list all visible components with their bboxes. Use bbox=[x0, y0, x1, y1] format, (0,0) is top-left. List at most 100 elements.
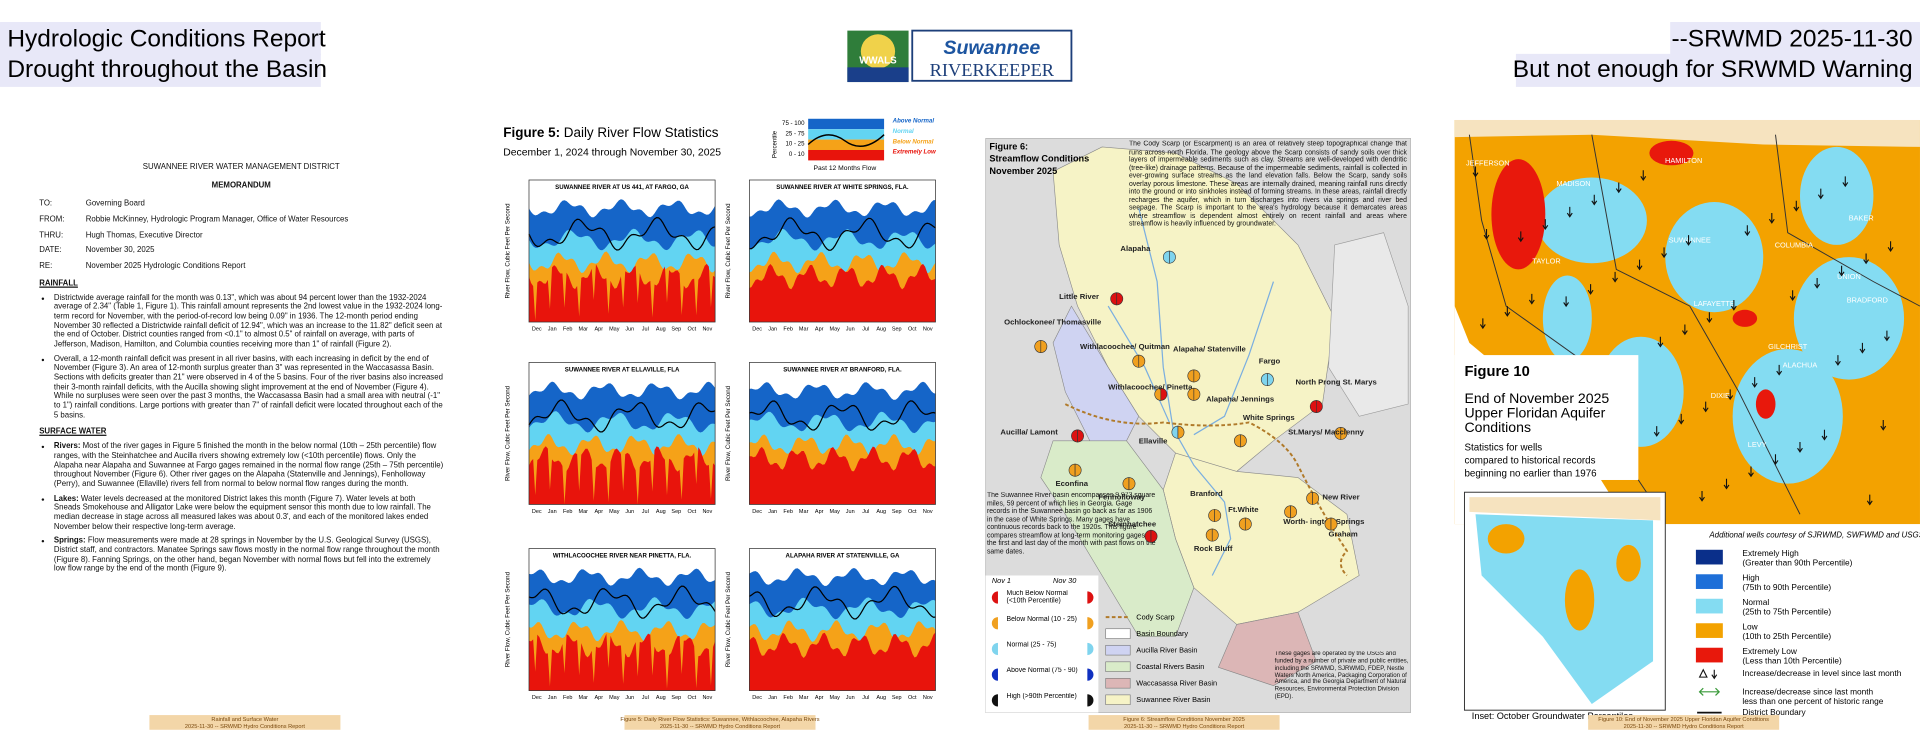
legend-area: Coastal Rivers Basin bbox=[1136, 662, 1204, 671]
level-arrow bbox=[1797, 442, 1803, 453]
field-label: RE: bbox=[39, 262, 53, 271]
legend-area: Cody Scarp bbox=[1136, 613, 1174, 622]
figure-10-stats: beginning no earlier than 1976 bbox=[1464, 468, 1597, 479]
figure-10: Figure 10 Additional wells courtesy of S… bbox=[1454, 119, 1920, 721]
site-marker bbox=[1034, 340, 1042, 353]
legend-text: Extremely Low bbox=[1742, 646, 1798, 656]
month-label: Jan bbox=[548, 327, 557, 333]
site-marker bbox=[1162, 250, 1170, 264]
level-arrow bbox=[1789, 290, 1796, 301]
month-label: Mar bbox=[799, 509, 809, 515]
level-arrow bbox=[1814, 277, 1821, 289]
symbol-text: less than one percent of historic range bbox=[1742, 696, 1883, 706]
flow-band bbox=[749, 632, 936, 691]
month-label: May bbox=[830, 695, 841, 701]
month-label: May bbox=[830, 509, 841, 515]
legend-area: Waccasassa River Basin bbox=[1136, 679, 1217, 688]
legend-class: Above Normal (75 - 90) bbox=[1006, 667, 1078, 675]
legend-text: Extremely High bbox=[1742, 548, 1799, 558]
month-label: Sep bbox=[671, 327, 681, 333]
chart-title: WITHLACOOCHEE RIVER NEAR PINETTA, FLA. bbox=[553, 553, 692, 560]
site-label: Branford bbox=[1190, 489, 1223, 498]
level-arrow bbox=[1542, 219, 1549, 230]
plot-frame bbox=[749, 548, 936, 691]
month-label: Dec bbox=[532, 695, 542, 701]
figure-5-title: Daily River Flow Statistics bbox=[564, 125, 719, 140]
site-marker bbox=[1214, 509, 1222, 522]
plot-frame bbox=[528, 548, 716, 691]
site-marker bbox=[1238, 517, 1246, 531]
report-subtitle: Drought throughout the Basin bbox=[7, 56, 327, 83]
site-label: Aucilla/ Lamont bbox=[1000, 428, 1058, 437]
month-label: Oct bbox=[688, 327, 697, 333]
memo: SUWANNEE RIVER WATER MANAGEMENT DISTRICT… bbox=[39, 163, 443, 574]
legend-marker bbox=[991, 642, 998, 656]
site-marker bbox=[1138, 354, 1146, 368]
low-zone bbox=[1491, 159, 1546, 270]
inset-low bbox=[1487, 524, 1525, 554]
figure-10-stats: compared to historical records bbox=[1464, 455, 1595, 466]
month-label: Aug bbox=[656, 327, 666, 333]
level-arrow bbox=[1636, 259, 1643, 271]
month-label: Apr bbox=[595, 509, 604, 515]
county-label: UNION bbox=[1837, 272, 1861, 281]
site-marker bbox=[1071, 429, 1078, 443]
legend-swatch bbox=[1105, 694, 1131, 705]
month-label: Feb bbox=[563, 695, 572, 701]
logo-name: Suwannee bbox=[943, 37, 1040, 59]
site-marker bbox=[1205, 528, 1213, 542]
month-label: Jan bbox=[768, 327, 777, 333]
site-marker bbox=[1244, 517, 1252, 531]
warning-box bbox=[1515, 53, 1920, 87]
field-label: THRU: bbox=[39, 231, 64, 240]
memo-item: Lakes: Water levels decreased at the mon… bbox=[54, 494, 443, 532]
month-label: Sep bbox=[671, 509, 681, 515]
y-axis-label: River Flow, Cubic Feet Per Second bbox=[504, 572, 511, 667]
month-label: Jul bbox=[642, 509, 649, 515]
month-label: Jan bbox=[768, 695, 777, 701]
site-marker bbox=[1324, 517, 1332, 531]
level-arrow bbox=[1702, 401, 1709, 413]
section-title: SURFACE WATER bbox=[39, 427, 107, 437]
site-marker bbox=[1122, 477, 1130, 491]
level-arrow bbox=[1563, 296, 1570, 308]
site-marker bbox=[1340, 427, 1348, 440]
site-marker bbox=[1211, 528, 1219, 542]
level-arrow bbox=[1866, 494, 1873, 506]
month-label: Mar bbox=[579, 327, 589, 333]
month-label: Sep bbox=[892, 327, 902, 333]
legend-class-frame: Below Normal (10 - 25) bbox=[1007, 616, 1077, 623]
figure-6-label: Figure 6: bbox=[989, 141, 1028, 151]
legend-name: Normal bbox=[893, 128, 914, 135]
legend-swatch bbox=[1695, 647, 1723, 663]
legend-range: 10 - 25 bbox=[785, 141, 805, 148]
month-label: Apr bbox=[595, 695, 604, 701]
figure-5-heading: Figure 5: Daily River Flow Statistics bbox=[503, 125, 718, 140]
site-label: Withlacoochee/ Pinetta bbox=[1108, 382, 1193, 391]
site-label: Worth- ington Springs bbox=[1283, 517, 1364, 526]
level-arrow bbox=[1653, 426, 1660, 437]
normal-zone bbox=[1799, 146, 1874, 245]
level-arrow bbox=[1706, 312, 1713, 324]
site-marker bbox=[1193, 369, 1201, 383]
site-marker bbox=[1306, 491, 1313, 505]
report-title: Hydrologic Conditions Report bbox=[7, 26, 325, 53]
legend-text: Low bbox=[1742, 621, 1758, 631]
month-label: Nov bbox=[702, 327, 712, 333]
chart-title-bg bbox=[533, 364, 711, 374]
inset-normal bbox=[1475, 514, 1654, 705]
basin-note: The Suwannee River basin encompasses 9,9… bbox=[986, 492, 1156, 556]
legend-area: Basin Boundary bbox=[1136, 629, 1188, 638]
legend-marker bbox=[991, 617, 998, 630]
legend-flow-line bbox=[807, 134, 885, 147]
site-label: Withlacoochee/ Quitman bbox=[1080, 342, 1170, 351]
month-label: Jul bbox=[862, 327, 869, 333]
level-arrow bbox=[1517, 231, 1524, 243]
legend-range: 0 - 10 bbox=[789, 151, 805, 158]
level-arrow bbox=[1685, 235, 1692, 246]
figure-6: Figure 6: Streamflow Conditions November… bbox=[985, 138, 1411, 713]
county-label: LEVY bbox=[1748, 440, 1767, 449]
figure-10-stats: Statistics for wells bbox=[1464, 443, 1542, 454]
legend-text: (25th to 75th Percentile) bbox=[1742, 607, 1831, 617]
chart-title: SUWANNEE RIVER AT US 441, AT FARGO, GA bbox=[555, 184, 689, 191]
